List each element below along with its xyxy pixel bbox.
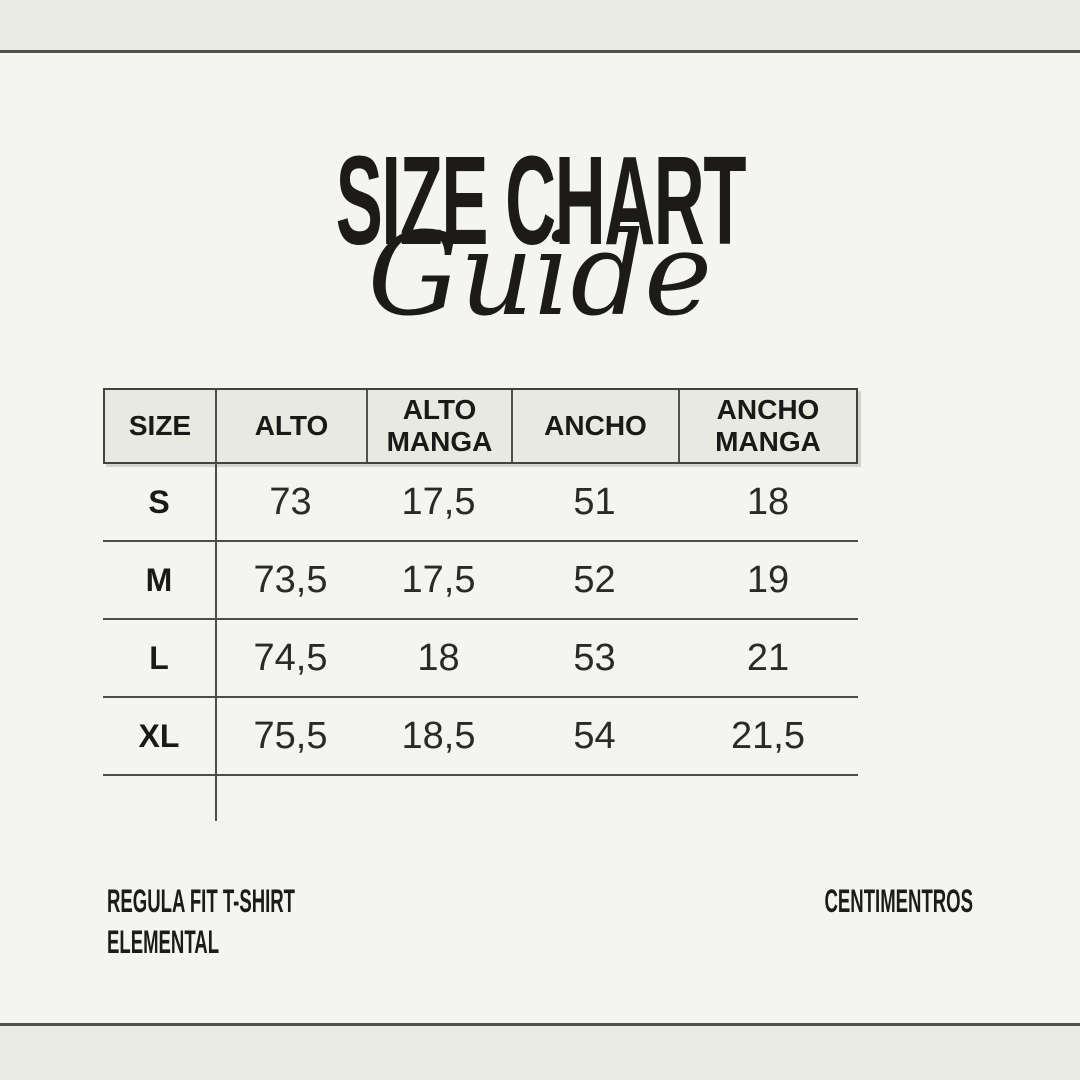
column-header-ancho: ANCHO [513, 390, 680, 462]
product-name-line2: ELEMENTAL [107, 924, 220, 960]
page-title-text: SIZE CHART [335, 130, 746, 271]
table-header-row: SIZE ALTO ALTO MANGA ANCHO ANCHO MANGA [103, 388, 858, 464]
size-label: M [145, 561, 173, 598]
column-header-ancho-manga: ANCHO MANGA [715, 393, 821, 457]
table-row-l: L 74,5 18 53 21 [103, 620, 858, 698]
value-alto: 74,5 [253, 636, 328, 679]
value-alto-manga: 17,5 [401, 480, 476, 523]
value-alto-manga: 18,5 [401, 714, 476, 757]
size-label: L [149, 639, 169, 676]
value-alto: 73 [269, 480, 312, 523]
value-alto: 75,5 [253, 714, 328, 757]
table-row-m: M 73,5 17,5 52 19 [103, 542, 858, 620]
value-ancho: 54 [573, 714, 616, 757]
table-row-xl: XL 75,5 18,5 54 21,5 [103, 698, 858, 776]
value-ancho: 53 [573, 636, 616, 679]
value-ancho: 51 [573, 480, 616, 523]
table-row-s: S 73 17,5 51 18 [103, 464, 858, 542]
size-chart-table: SIZE ALTO ALTO MANGA ANCHO ANCHO MANGA S… [103, 388, 858, 821]
column-header-alto: ALTO [217, 390, 368, 462]
units-label: CENTIMENTROS [717, 884, 973, 925]
value-ancho-manga: 21 [746, 636, 790, 679]
value-ancho-manga: 21,5 [731, 714, 805, 757]
size-column-divider-line [215, 388, 217, 821]
value-ancho-manga: 18 [746, 480, 790, 523]
column-header-alto-manga: ALTO MANGA [368, 390, 513, 462]
page-title: SIZE CHART [0, 138, 1080, 264]
value-alto: 73,5 [253, 558, 328, 601]
value-ancho: 52 [573, 558, 616, 601]
size-label: S [148, 483, 170, 520]
value-ancho-manga: 19 [746, 558, 790, 601]
bottom-border-band [0, 1023, 1080, 1080]
top-border-band [0, 0, 1080, 53]
units-label-text: CENTIMENTROS [824, 883, 973, 919]
value-alto-manga: 18 [417, 636, 460, 679]
value-alto-manga: 17,5 [401, 558, 476, 601]
product-name-line1: REGULA FIT T-SHIRT [107, 883, 295, 919]
column-header-size: SIZE [105, 390, 217, 462]
size-label: XL [138, 717, 180, 754]
product-name: REGULA FIT T-SHIRT ELEMENTAL [107, 884, 431, 966]
